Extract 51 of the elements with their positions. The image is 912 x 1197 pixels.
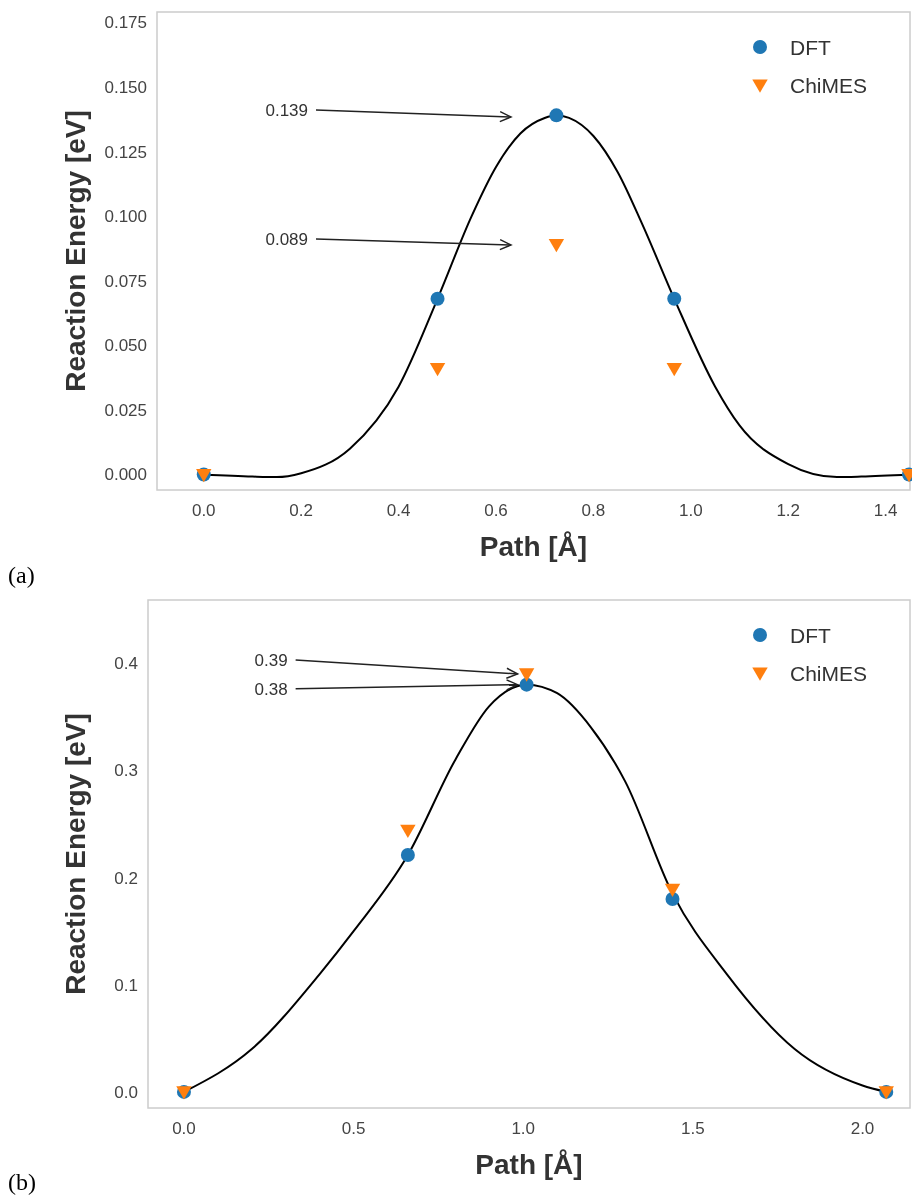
annotation: 0.139	[265, 101, 308, 120]
annotation: 0.089	[265, 230, 308, 249]
legend-label: DFT	[790, 36, 831, 59]
point	[666, 362, 682, 377]
y-tick-label: 0.0	[114, 1082, 138, 1102]
x-tick-label: 2.0	[850, 1119, 875, 1138]
legend-label: DFT	[790, 624, 831, 647]
y-axis-title: Reaction Energy [eV]	[60, 110, 91, 392]
point	[429, 362, 446, 377]
point	[519, 677, 534, 692]
y-tick-label: 0.100	[104, 207, 147, 227]
point	[400, 824, 416, 839]
legend-label: ChiMES	[790, 662, 868, 685]
x-tick-label: 1.0	[679, 501, 703, 520]
point	[430, 291, 445, 306]
annotation: 0.39	[254, 650, 288, 670]
x-tick-label: 0.6	[484, 501, 508, 520]
y-tick-label: 0.3	[114, 761, 138, 781]
x-tick-label: 0.5	[341, 1119, 366, 1138]
y-tick-label: 0.050	[104, 336, 147, 356]
point	[548, 238, 565, 253]
point	[400, 848, 415, 863]
y-tick-label: 0.150	[104, 77, 147, 97]
point	[664, 883, 681, 898]
x-tick-label: 0.4	[386, 501, 411, 520]
x-tick-label: 0.8	[581, 501, 606, 520]
x-axis-title: Path [Å]	[479, 531, 588, 562]
y-tick-label: 0.1	[114, 975, 138, 995]
text: (a)	[8, 562, 35, 588]
y-tick-label: 0.025	[104, 400, 147, 420]
y-tick-label: 0.2	[114, 868, 138, 888]
x-tick-label: 1.4	[873, 501, 898, 520]
x-tick-label: 1.5	[681, 1119, 705, 1138]
y-tick-label: 0.000	[104, 465, 147, 485]
legend-label: ChiMES	[790, 74, 868, 97]
annotation: 0.38	[254, 679, 288, 699]
x-tick-label: 0.2	[289, 501, 313, 520]
text: (b)	[8, 1169, 36, 1195]
y-tick-label: 0.175	[104, 13, 147, 33]
x-tick-label: 0.0	[191, 501, 216, 520]
x-tick-label: 1.0	[511, 1119, 536, 1138]
x-axis-title: Path [Å]	[475, 1149, 583, 1180]
point	[518, 668, 535, 682]
x-tick-label: 1.2	[776, 501, 801, 520]
point	[667, 291, 682, 306]
y-axis-title: Reaction Energy [eV]	[60, 713, 91, 995]
x-tick-label: 0.0	[172, 1119, 196, 1138]
y-tick-label: 0.4	[114, 654, 138, 674]
y-tick-label: 0.075	[104, 271, 147, 291]
point	[549, 108, 564, 123]
y-tick-label: 0.125	[104, 142, 147, 162]
